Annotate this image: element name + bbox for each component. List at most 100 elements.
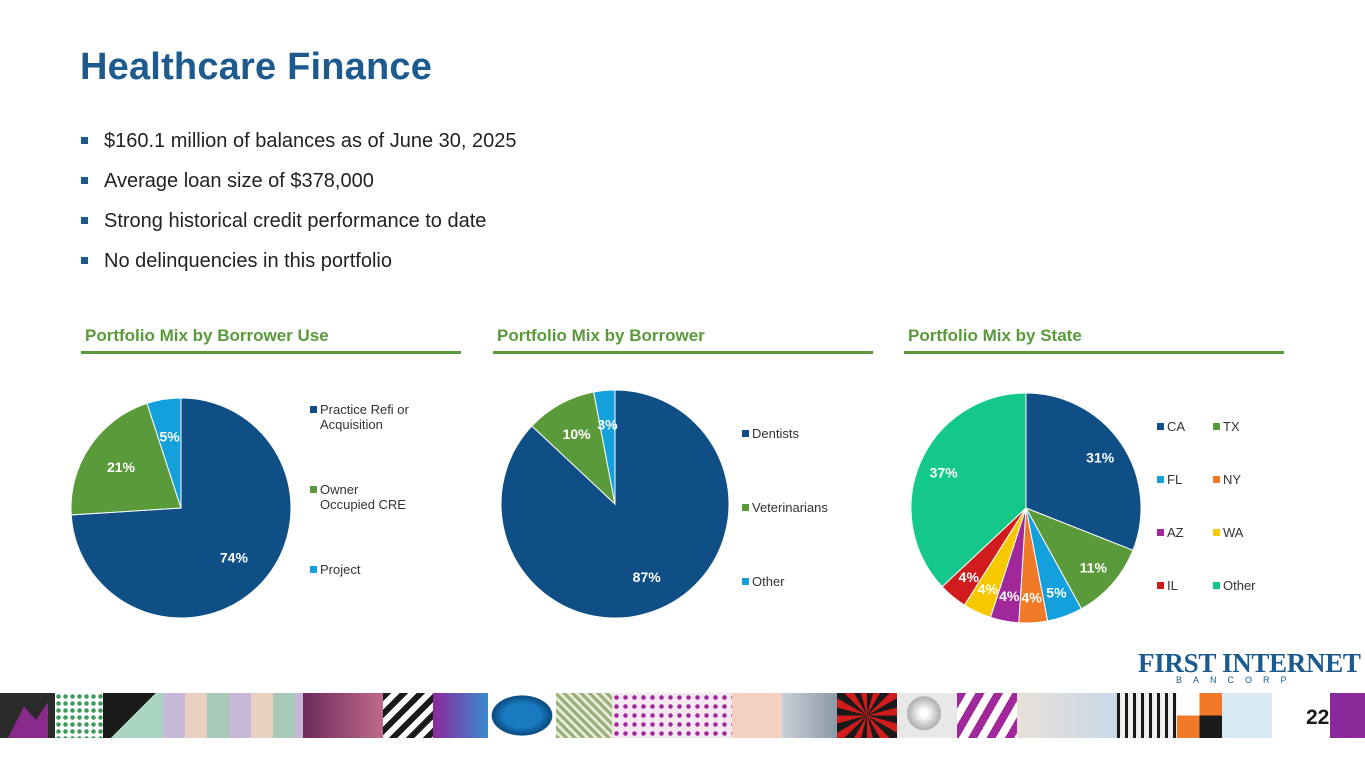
legend-label: Owner bbox=[320, 482, 359, 497]
legend-label: TX bbox=[1223, 419, 1240, 434]
pie-slice bbox=[910, 392, 1027, 588]
slice-data-label: 3% bbox=[597, 417, 618, 433]
bullet-square-icon bbox=[81, 257, 88, 264]
legend-swatch bbox=[1213, 582, 1220, 589]
legend-swatch bbox=[310, 486, 317, 493]
slice-data-label: 31% bbox=[1086, 450, 1115, 466]
legend-label: Other bbox=[1223, 578, 1256, 593]
pie-slice bbox=[70, 402, 182, 516]
legend-label: Other bbox=[752, 574, 785, 589]
legend-label: Dentists bbox=[752, 426, 799, 441]
legend-swatch bbox=[1157, 582, 1164, 589]
banner-tile bbox=[612, 693, 732, 738]
slice-data-label: 4% bbox=[959, 569, 980, 585]
banner-tile bbox=[897, 693, 957, 738]
bullet-list: $160.1 million of balances as of June 30… bbox=[80, 128, 517, 288]
pie-chart-borrower: 87% 10% 3% Dentists Veterinarians Other bbox=[500, 389, 828, 619]
title-rule bbox=[493, 351, 873, 354]
legend-swatch bbox=[1157, 529, 1164, 536]
legend-swatch bbox=[1213, 529, 1220, 536]
legend-swatch bbox=[310, 566, 317, 573]
pie-slice bbox=[1024, 507, 1134, 610]
chart-panel-borrower-use: Portfolio Mix by Borrower Use 74% 21% 5% Pr… bbox=[70, 324, 461, 624]
banner-tile bbox=[1017, 693, 1117, 738]
legend-label: FL bbox=[1167, 472, 1182, 487]
logo-subtitle: BANCORP bbox=[1176, 675, 1298, 685]
chart-title: Portfolio Mix by Borrower Use bbox=[85, 326, 329, 345]
decorative-banner bbox=[0, 693, 1365, 738]
legend-swatch bbox=[742, 578, 749, 585]
slice-data-label: 21% bbox=[107, 459, 136, 475]
pie-slice bbox=[593, 389, 616, 505]
banner-tile bbox=[957, 693, 1017, 738]
slice-data-label: 74% bbox=[220, 550, 249, 566]
bullet-item: Strong historical credit performance to … bbox=[80, 208, 517, 248]
logo-name: FIRST INTERNET bbox=[1138, 648, 1361, 678]
legend-label: WA bbox=[1223, 525, 1244, 540]
banner-tile bbox=[303, 693, 383, 738]
chart-title: Portfolio Mix by State bbox=[908, 326, 1082, 345]
slice-data-label: 4% bbox=[999, 588, 1020, 604]
banner-tile bbox=[103, 693, 163, 738]
banner-tile bbox=[837, 693, 897, 738]
banner-tile bbox=[55, 693, 103, 738]
banner-tile bbox=[163, 693, 303, 738]
slide-title: Healthcare Finance bbox=[80, 46, 433, 88]
bullet-square-icon bbox=[81, 217, 88, 224]
title-rule bbox=[904, 351, 1284, 354]
banner-tile bbox=[556, 693, 612, 738]
bullet-square-icon bbox=[81, 177, 88, 184]
chart-panel-state: Portfolio Mix by State 31% 11% 5% 4% 4% 4% 4% 3… bbox=[904, 324, 1284, 624]
bullet-square-icon bbox=[81, 137, 88, 144]
legend-label: Project bbox=[320, 562, 361, 577]
pie-slice bbox=[146, 397, 182, 509]
legend-label: Acquisition bbox=[320, 417, 383, 432]
chart-title: Portfolio Mix by Borrower bbox=[497, 326, 705, 345]
bullet-text: Strong historical credit performance to … bbox=[104, 210, 487, 232]
legend-label: NY bbox=[1223, 472, 1241, 487]
slice-data-label: 4% bbox=[978, 581, 999, 597]
legend-swatch bbox=[310, 406, 317, 413]
pie-slice bbox=[531, 391, 616, 506]
legend-swatch bbox=[742, 430, 749, 437]
slice-data-label: 11% bbox=[1080, 559, 1108, 575]
slice-data-label: 5% bbox=[1046, 584, 1067, 600]
slice-data-label: 87% bbox=[633, 569, 662, 585]
legend-label: CA bbox=[1167, 419, 1185, 434]
slice-data-label: 10% bbox=[563, 426, 592, 442]
banner-tile bbox=[433, 693, 488, 738]
legend-swatch bbox=[1213, 476, 1220, 483]
bullet-text: $160.1 million of balances as of June 30… bbox=[104, 130, 517, 152]
banner-tile bbox=[1177, 693, 1222, 738]
banner-tile bbox=[782, 693, 837, 738]
legend-label: Veterinarians bbox=[752, 500, 828, 515]
legend-swatch bbox=[742, 504, 749, 511]
page-number: 22 bbox=[1306, 706, 1330, 729]
chart-panel-borrower: Portfolio Mix by Borrower 87% 10% 3% Dentis… bbox=[493, 324, 873, 624]
bullet-text: Average loan size of $378,000 bbox=[104, 170, 374, 192]
legend-label: Practice Refi or bbox=[320, 402, 410, 417]
legend-label: AZ bbox=[1167, 525, 1184, 540]
pie-slice bbox=[1025, 392, 1142, 551]
slice-data-label: 5% bbox=[159, 428, 180, 444]
bullet-item: $160.1 million of balances as of June 30… bbox=[80, 128, 517, 168]
legend-swatch bbox=[1213, 423, 1220, 430]
slice-data-label: 37% bbox=[930, 464, 959, 480]
legend-swatch bbox=[1157, 423, 1164, 430]
bullet-item: No delinquencies in this portfolio bbox=[80, 248, 517, 288]
legend-label: IL bbox=[1167, 578, 1178, 593]
title-rule bbox=[81, 351, 461, 354]
bullet-item: Average loan size of $378,000 bbox=[80, 168, 517, 208]
slice-data-label: 4% bbox=[1021, 590, 1042, 606]
banner-tile bbox=[383, 693, 433, 738]
legend-label: Occupied CRE bbox=[320, 497, 406, 512]
legend-swatch bbox=[1157, 476, 1164, 483]
banner-tile bbox=[732, 693, 782, 738]
bullet-text: No delinquencies in this portfolio bbox=[104, 250, 392, 272]
company-logo: FIRST INTERNET BANCORP bbox=[1138, 648, 1361, 688]
banner-tile bbox=[1330, 693, 1365, 738]
banner-tile bbox=[488, 693, 556, 738]
banner-tile bbox=[1222, 693, 1272, 738]
